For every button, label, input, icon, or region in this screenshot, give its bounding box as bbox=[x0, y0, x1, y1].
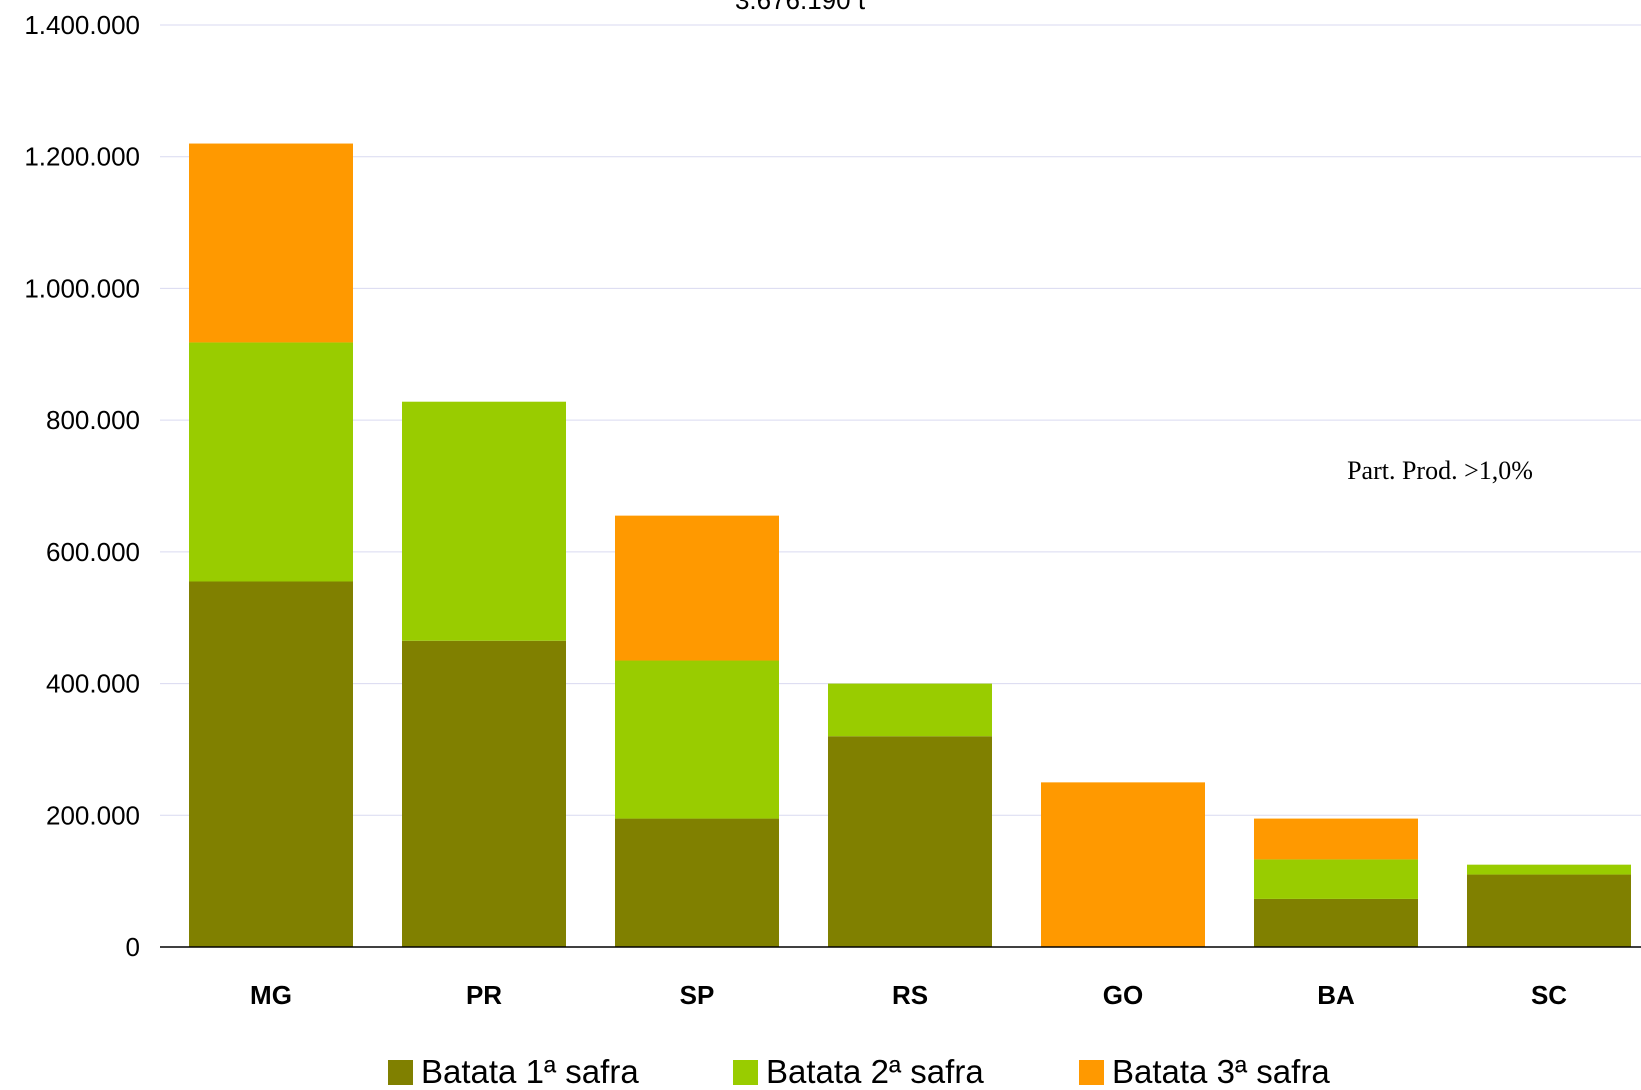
bar-rs-series-2 bbox=[828, 683, 992, 737]
x-category-label: SC bbox=[1531, 980, 1567, 1010]
y-tick-label: 600.000 bbox=[46, 537, 140, 567]
bars bbox=[189, 143, 1631, 947]
legend-label: Batata 3ª safra bbox=[1112, 1053, 1330, 1090]
legend: Batata 1ª safra Batata 2ª safra Batata 3ª … bbox=[388, 1053, 1330, 1090]
bar-ba-series-1 bbox=[1254, 898, 1418, 947]
x-category-label: GO bbox=[1103, 980, 1143, 1010]
bar-sp-series-1 bbox=[615, 818, 779, 947]
bar-mg-series-1 bbox=[189, 581, 353, 947]
y-tick-label: 800.000 bbox=[46, 405, 140, 435]
y-tick-label: 400.000 bbox=[46, 669, 140, 699]
bar-sc-series-2 bbox=[1467, 864, 1631, 875]
bar-mg-series-2 bbox=[189, 342, 353, 582]
bar-ba-series-2 bbox=[1254, 859, 1418, 899]
bar-mg-series-3 bbox=[189, 143, 353, 343]
bar-ba-series-3 bbox=[1254, 818, 1418, 860]
legend-swatch bbox=[733, 1060, 758, 1085]
x-axis-category-labels: MG PR SP RS GO BA SC bbox=[250, 980, 1567, 1010]
legend-label: Batata 2ª safra bbox=[766, 1053, 984, 1090]
legend-label: Batata 1ª safra bbox=[421, 1053, 639, 1090]
legend-swatch bbox=[1079, 1060, 1104, 1085]
y-axis-tick-labels: 0 200.000 400.000 600.000 800.000 1.000.000 1.… bbox=[24, 10, 140, 962]
x-category-label: MG bbox=[250, 980, 292, 1010]
y-tick-label: 1.000.000 bbox=[24, 273, 140, 303]
bar-rs-series-1 bbox=[828, 736, 992, 947]
x-category-label: SP bbox=[680, 980, 715, 1010]
participation-note: Part. Prod. >1,0% bbox=[1347, 456, 1533, 485]
bar-pr-series-1 bbox=[402, 640, 566, 947]
x-category-label: RS bbox=[892, 980, 928, 1010]
y-tick-label: 1.400.000 bbox=[24, 10, 140, 40]
y-tick-label: 1.200.000 bbox=[24, 142, 140, 172]
bar-go-series-3 bbox=[1041, 782, 1205, 947]
y-tick-label: 0 bbox=[126, 932, 140, 962]
x-category-label: BA bbox=[1317, 980, 1355, 1010]
x-category-label: PR bbox=[466, 980, 502, 1010]
chart-title: 3.676.190 t bbox=[735, 0, 866, 15]
bar-sc-series-1 bbox=[1467, 874, 1631, 947]
bar-sp-series-2 bbox=[615, 660, 779, 819]
bar-sp-series-3 bbox=[615, 515, 779, 661]
y-tick-label: 200.000 bbox=[46, 800, 140, 830]
bar-pr-series-2 bbox=[402, 401, 566, 641]
legend-swatch bbox=[388, 1060, 413, 1085]
